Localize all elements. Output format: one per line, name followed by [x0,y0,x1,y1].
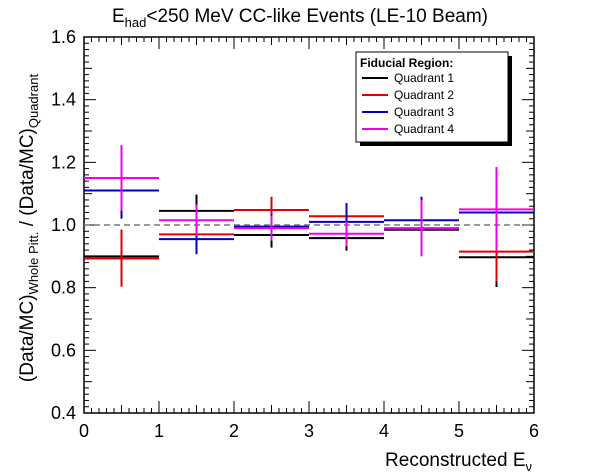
legend-entry: Quadrant 4 [394,122,454,136]
y-tick-label: 0.6 [51,340,76,360]
series-3 [84,162,534,255]
y-tick-label: 1.6 [51,27,76,47]
legend-items: Quadrant 1 Quadrant 2 Quadrant 3 Quadrant 4 [362,71,454,136]
legend-entry: Quadrant 2 [394,88,454,102]
x-tick-label: 2 [229,421,239,441]
x-tick-label: 5 [454,421,464,441]
legend-entry: Quadrant 1 [394,71,454,85]
series-layer [84,145,534,288]
chart-title: Ehad<250 MeV CC-like Events (LE-10 Beam) [112,6,488,30]
title: Ehad<250 MeV CC-like Events (LE-10 Beam) [112,6,488,30]
y-tick-label: 1.4 [51,90,76,110]
x-tick-label: 1 [154,421,164,441]
y-tick-label: 0.8 [51,278,76,298]
legend-entry: Quadrant 3 [394,105,454,119]
x-axis-label: Reconstructed Eν [385,450,532,472]
x-axis-title-group: Reconstructed Eν [385,450,532,472]
series-4 [84,145,534,257]
legend-title: Fiducial Region: [360,56,453,70]
axis-tick-labels: 0 1 2 3 4 5 6 0.4 0.6 0.8 1.0 1.2 1.4 1.6 [51,27,539,441]
x-tick-label: 4 [379,421,389,441]
y-tick-label: 1.0 [51,215,76,235]
y-tick-label: 1.2 [51,152,76,172]
y-axis-title: (Data/MC)Whole Pitt. / (Data/MC)Quadrant [17,74,41,383]
axis-ticks [83,36,535,414]
y-axis-label: (Data/MC)Whole Pitt. / (Data/MC)Quadrant [17,74,41,383]
x-tick-label: 3 [304,421,314,441]
x-tick-label: 0 [79,421,89,441]
y-tick-label: 0.4 [51,403,76,423]
legend-box [355,51,509,143]
x-tick-label: 6 [529,421,539,441]
